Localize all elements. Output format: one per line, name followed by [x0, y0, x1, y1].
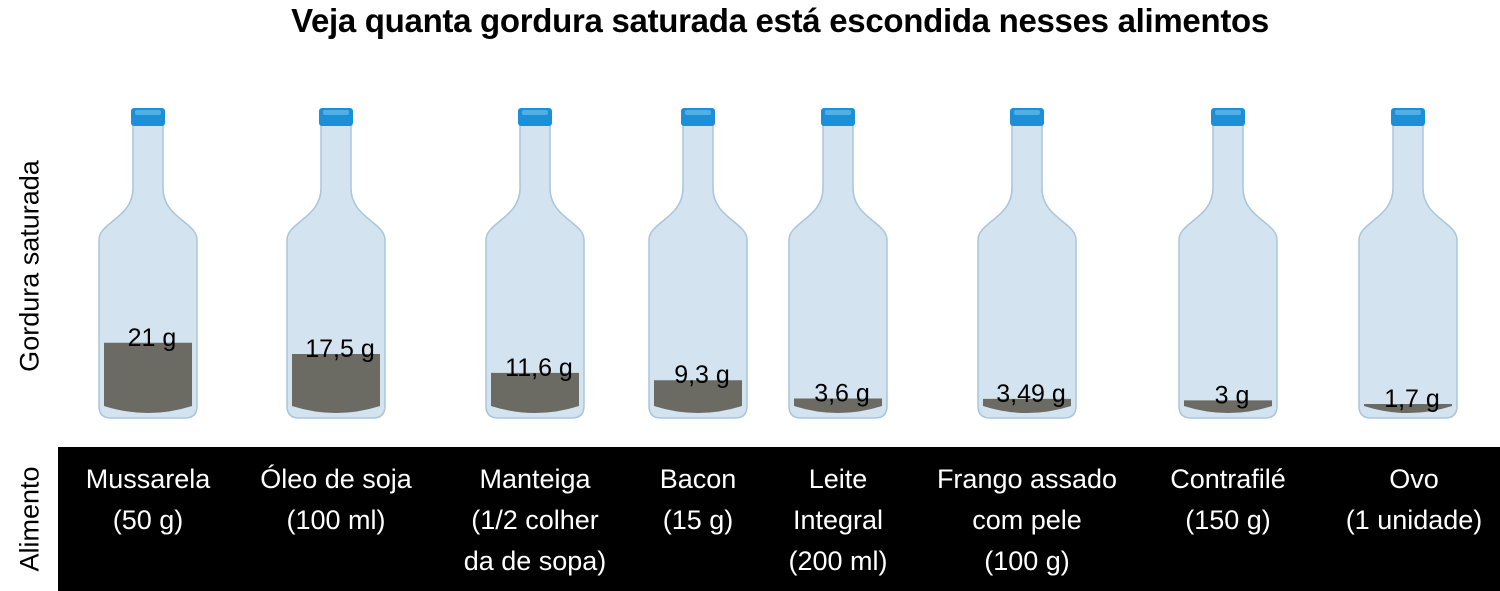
category-label: Frango assado com pele (100 g)	[936, 464, 1118, 576]
value-label: 3,49 g	[996, 380, 1066, 408]
bottle-body	[286, 123, 386, 419]
bottle-cap-highlight	[1215, 110, 1241, 115]
category-label: Mussarela (50 g)	[85, 464, 211, 535]
bottle-6: 3,49 g	[977, 108, 1077, 419]
bottle-cap-highlight	[135, 110, 161, 115]
bottle-cap-highlight	[323, 110, 349, 115]
bottle-body	[1358, 123, 1458, 419]
bottle-1: 21 g	[98, 108, 198, 419]
bottle-chart: 21 g 17,5 g 11,6 g 9,3 g 3,6 g 3,49 g 3 g 1,7 g	[98, 108, 1458, 419]
bottle-body	[977, 123, 1077, 419]
bottle-cap-highlight	[1395, 110, 1421, 115]
value-label: 11,6 g	[505, 354, 573, 382]
category-label: Óleo de soja (100 ml)	[260, 464, 412, 535]
chart-title: Veja quanta gordura saturada está escond…	[291, 2, 1269, 39]
bottle-cap-highlight	[685, 110, 711, 115]
fat-bar	[794, 398, 882, 413]
bottle-5: 3,6 g	[788, 108, 888, 419]
bottle-cap-highlight	[825, 110, 851, 115]
value-label: 21 g	[128, 324, 177, 352]
bottle-2: 17,5 g	[286, 108, 386, 419]
fat-bar	[983, 398, 1071, 413]
category-label: Bacon (15 g)	[659, 464, 737, 535]
fat-bar	[491, 372, 579, 413]
bottle-3: 11,6 g	[485, 108, 585, 419]
value-label: 17,5 g	[305, 335, 375, 363]
value-label: 1,7 g	[1384, 385, 1440, 413]
category-label: Leite Integral (200 ml)	[788, 464, 888, 576]
value-label: 9,3 g	[674, 361, 730, 389]
category-row-label: Alimento	[14, 466, 45, 572]
category-band	[58, 447, 1500, 591]
fat-bar	[104, 342, 192, 413]
bottle-body	[648, 123, 748, 419]
bottle-body	[788, 123, 888, 419]
bottle-8: 1,7 g	[1358, 108, 1458, 419]
bottle-7: 3 g	[1178, 108, 1278, 419]
value-label: 3,6 g	[814, 379, 870, 407]
bottle-cap-highlight	[1014, 110, 1040, 115]
fat-bar	[292, 354, 380, 413]
bottle-body	[485, 123, 585, 419]
fat-bar	[1184, 400, 1272, 413]
fat-bar	[1364, 404, 1452, 413]
bottle-cap-highlight	[522, 110, 548, 115]
bottle-4: 9,3 g	[648, 108, 748, 419]
bottle-body	[1178, 123, 1278, 419]
category-label: Manteiga (1/2 colher da de sopa)	[463, 464, 607, 576]
value-label: 3 g	[1215, 381, 1250, 409]
category-label: Ovo (1 unidade)	[1345, 464, 1483, 535]
category-label: Contrafilé (150 g)	[1170, 464, 1286, 535]
fat-bar	[654, 380, 742, 413]
